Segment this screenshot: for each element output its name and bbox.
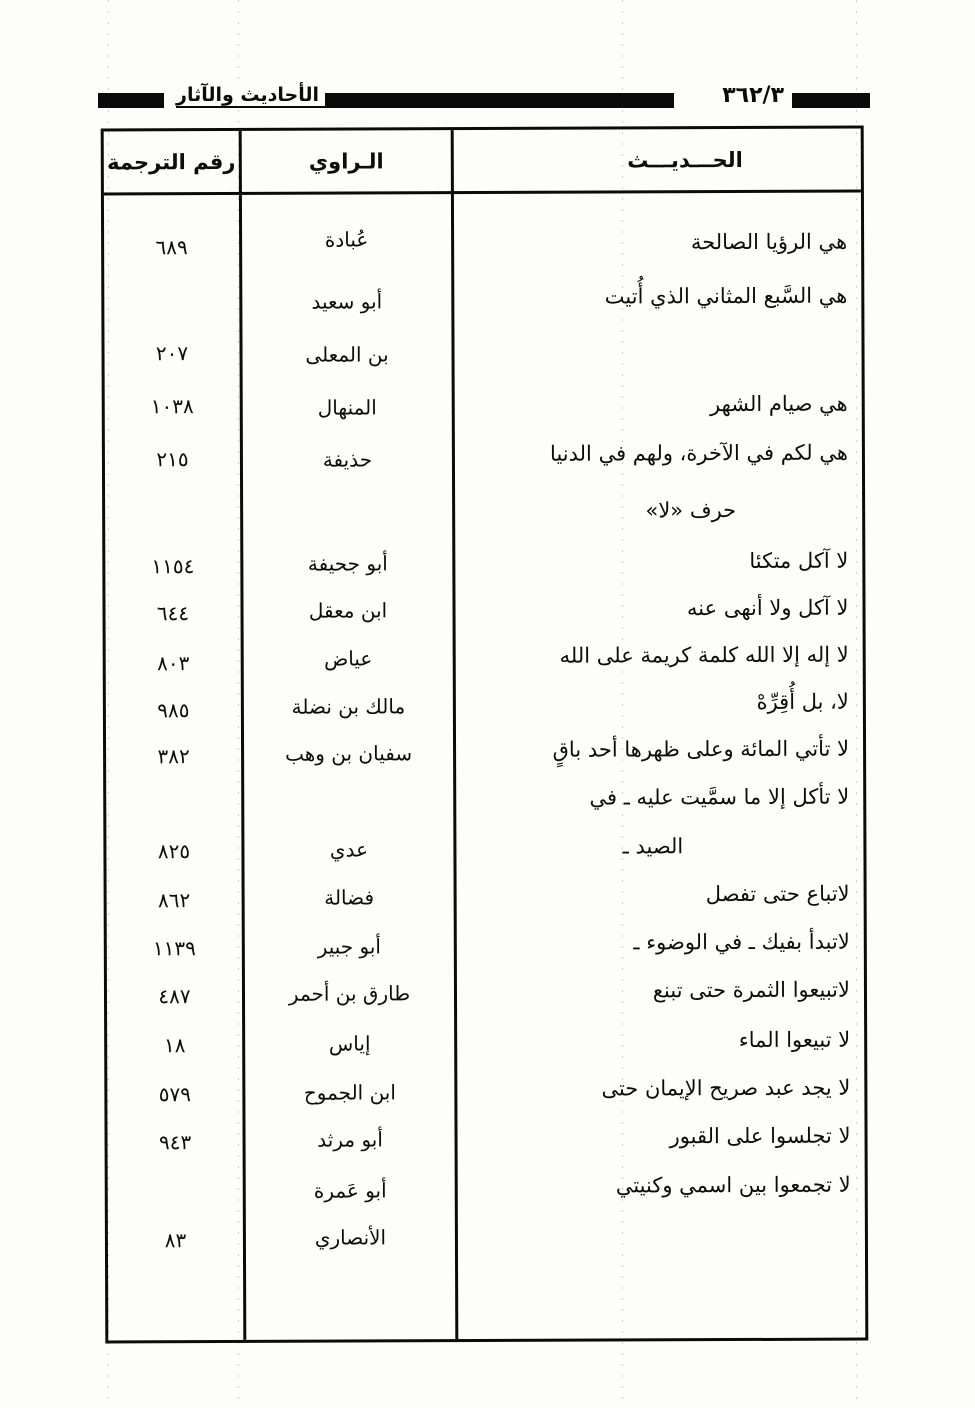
cell-hadith: لاتبيعوا الثمرة حتى تبنع — [652, 977, 851, 1003]
cell-narrator: عياض — [324, 646, 373, 671]
cell-hadith: لاتبدأ بفيك ـ في الوضوء ـ — [633, 929, 850, 955]
cell-hadith: لا يجد عبد صريح الإيمان حتى — [601, 1075, 851, 1101]
cell-translation-number: ٦٤٤ — [156, 601, 190, 626]
cell-hadith: لا تأتي المائة وعلى ظهرها أحد باقٍ — [552, 736, 850, 762]
cell-narrator: أبو سعيد — [311, 289, 383, 314]
cell-hadith: لا آكل متكئا — [749, 548, 849, 573]
ornament-band-right — [782, 93, 870, 108]
cell-narrator: ابن الجموح — [303, 1080, 396, 1105]
running-head-title: الأحاديث والآثار — [170, 84, 326, 106]
table-body: ٦٨٩ عُبادة هي الرؤيا الصالحة أبو سعيد هي الس… — [104, 193, 865, 1341]
cell-hadith: لا تبيعوا الماء — [738, 1027, 851, 1053]
column-header-narrator: الـراوي — [308, 148, 384, 174]
folio-number: ٣٦٢/٣ — [714, 83, 792, 108]
cell-narrator: مالك بن نضلة — [291, 694, 406, 719]
cell-narrator: الأنصاري — [314, 1225, 387, 1250]
index-table: رقم الترجمة الـراوي الحـــديـــث ٦٨٩ عُبا… — [100, 125, 869, 1344]
cell-hadith: هي صيام الشهر — [709, 391, 848, 417]
cell-hadith: لا، بل أُقِرِّهْ — [756, 689, 849, 714]
cell-hadith: لا تأكل إلا ما سمَّيت عليه ـ في — [589, 784, 850, 810]
running-head: الأحاديث والآثار ٣٦٢/٣ — [98, 83, 870, 114]
cell-translation-number: ١٨ — [163, 1033, 186, 1058]
cell-narrator: عدي — [329, 837, 369, 862]
cell-translation-number: ١١٣٩ — [152, 936, 196, 961]
cell-hadith: هي الرؤيا الصالحة — [690, 229, 848, 255]
cell-hadith: لا تجمعوا بين اسمي وكنيتي — [615, 1172, 851, 1198]
cell-narrator: أبو عَمرة — [313, 1178, 387, 1203]
cell-hadith: لاتباع حتى تفصل — [705, 881, 850, 907]
cell-narrator: بن المعلى — [305, 342, 389, 367]
cell-translation-number: ٨٣ — [164, 1228, 187, 1253]
cell-translation-number: ٢٠٧ — [155, 341, 189, 366]
cell-translation-number: ٢١٥ — [156, 447, 189, 472]
cell-translation-number: ٨٠٣ — [157, 651, 190, 676]
ornament-band-left — [98, 93, 164, 108]
cell-narrator: أبو جبير — [317, 934, 381, 959]
cell-translation-number: ٨٢٥ — [157, 839, 191, 864]
cell-translation-number: ٩٨٥ — [157, 698, 190, 723]
cell-narrator: سفيان بن وهب — [284, 741, 413, 766]
cell-narrator: المنهال — [317, 395, 377, 420]
cell-translation-number: ٨٦٢ — [157, 888, 191, 913]
cell-narrator: عُبادة — [324, 227, 369, 252]
cell-translation-number: ٥٧٩ — [158, 1082, 192, 1107]
cell-narrator: أبو جحيفة — [307, 551, 388, 576]
cell-translation-number: ٤٨٧ — [158, 984, 191, 1009]
cell-narrator: فضالة — [324, 885, 375, 910]
cell-narrator: أبو مرثد — [317, 1127, 383, 1152]
column-header-translation-number: رقم الترجمة — [107, 149, 236, 174]
cell-narrator: إياس — [328, 1031, 371, 1056]
column-header-hadith: الحـــديـــث — [627, 147, 743, 172]
cell-translation-number: ٣٨٢ — [157, 744, 190, 769]
cell-narrator: ابن معقل — [308, 598, 388, 623]
cell-hadith: لا آكل ولا أنهى عنه — [686, 595, 849, 621]
cell-translation-number: ٩٤٣ — [158, 1130, 192, 1155]
cell-narrator: طارق بن أحمر — [288, 981, 411, 1006]
cell-narrator: حذيفة — [322, 447, 373, 472]
cell-hadith: هي لكم في الآخرة، ولهم في الدنيا — [549, 440, 848, 466]
cell-translation-number: ١١٥٤ — [151, 554, 195, 579]
cell-hadith: الصيد ـ — [622, 834, 684, 859]
cell-hadith: لا إله إلا الله كلمة كريمة على الله — [559, 642, 849, 668]
cell-hadith: هي السَّبع المثاني الذي أُتيت — [604, 283, 848, 309]
cell-translation-number: ١٠٣٨ — [150, 394, 194, 419]
section-heading: حرف «لا» — [645, 498, 737, 523]
cell-hadith: لا تجلسوا على القبور — [669, 1123, 851, 1149]
cell-translation-number: ٦٨٩ — [155, 235, 188, 260]
